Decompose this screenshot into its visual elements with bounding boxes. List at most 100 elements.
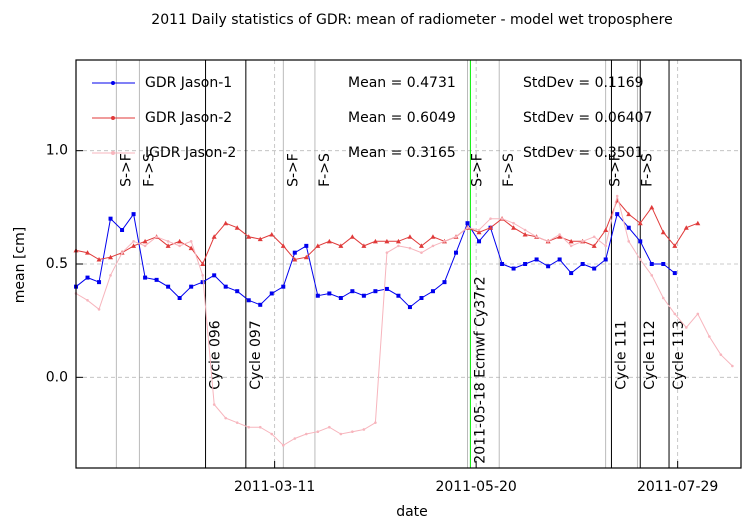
point [431,244,435,248]
legend-stat: Mean = 0.3165 [348,145,456,161]
point [166,284,171,289]
point [615,212,620,217]
point [120,251,124,254]
point [395,238,401,244]
point [442,280,447,285]
point [361,243,367,248]
point [672,243,678,248]
point [131,243,137,248]
point [108,216,113,221]
annotation-label: 2011-05-18 Ecmwf Cy37r2 [472,276,488,463]
point [315,293,320,298]
point [685,326,688,329]
point [408,246,412,250]
point [247,425,251,429]
point [120,228,125,232]
point [511,225,517,230]
annotation-label: S->F [285,153,301,187]
point [650,274,654,277]
point [201,274,204,277]
point [649,204,655,210]
point [131,212,136,217]
point [420,251,423,254]
point [672,271,677,276]
point [178,244,181,248]
point [246,234,252,239]
point [328,425,331,429]
point [326,238,332,244]
point [143,275,148,280]
annotation-label: Cycle 111 [613,320,629,389]
point [235,421,239,424]
point [384,238,390,244]
point [673,312,677,316]
point [188,245,194,251]
point [603,257,608,262]
point [523,228,527,232]
annotation-label: F->S [639,153,655,187]
point [223,284,228,289]
point [258,302,263,307]
point [361,293,366,298]
annotation-label: Cycle 097 [248,320,264,389]
point [418,243,424,248]
point [569,244,573,248]
point [638,258,642,261]
series-line [75,195,733,446]
point [430,234,436,239]
point [661,296,665,300]
point [615,194,619,198]
point [269,291,274,296]
point [454,250,458,255]
point [292,256,298,262]
chart-title: 2011 Daily statistics of GDR: mean of ra… [151,12,672,28]
point [96,256,102,262]
point [649,262,654,266]
legend-marker [111,151,115,155]
point [500,217,504,220]
point [534,257,539,262]
plot-frame [75,59,742,469]
legend-stat: StdDev = 0.06407 [523,110,652,126]
legend-label: IGDR Jason-2 [145,145,236,161]
point [281,284,286,289]
point [109,274,112,277]
legend-label: GDR Jason-2 [145,110,232,126]
point [304,243,309,248]
point [85,275,90,280]
legend-marker [111,116,115,120]
point [558,233,561,236]
point [407,234,413,239]
point [85,250,91,255]
point [523,262,528,266]
point [568,238,574,244]
annotation-label: S->F [118,153,134,187]
point [200,261,206,266]
point [212,273,217,278]
point [661,262,666,266]
point [189,240,193,243]
y-axis-label: mean [cm] [12,227,28,303]
y-tick-label: 0.5 [46,256,68,272]
point [592,266,597,271]
point [132,240,135,243]
point [637,220,643,226]
point [581,240,584,243]
x-tick-label: 2011-05-20 [435,479,516,495]
point [708,335,711,338]
annotation-label: Cycle 112 [642,320,658,389]
annotation-label: F->S [501,153,517,187]
annotation-label: S->F [470,153,486,187]
point [339,432,343,436]
point [177,296,182,300]
point [443,240,446,243]
point [592,235,596,239]
point [500,262,505,266]
legend-stat: StdDev = 0.3501 [523,145,644,161]
point [349,234,355,239]
point [535,235,538,239]
point [280,243,286,248]
point [338,243,344,248]
point [696,312,700,316]
point [97,280,102,285]
